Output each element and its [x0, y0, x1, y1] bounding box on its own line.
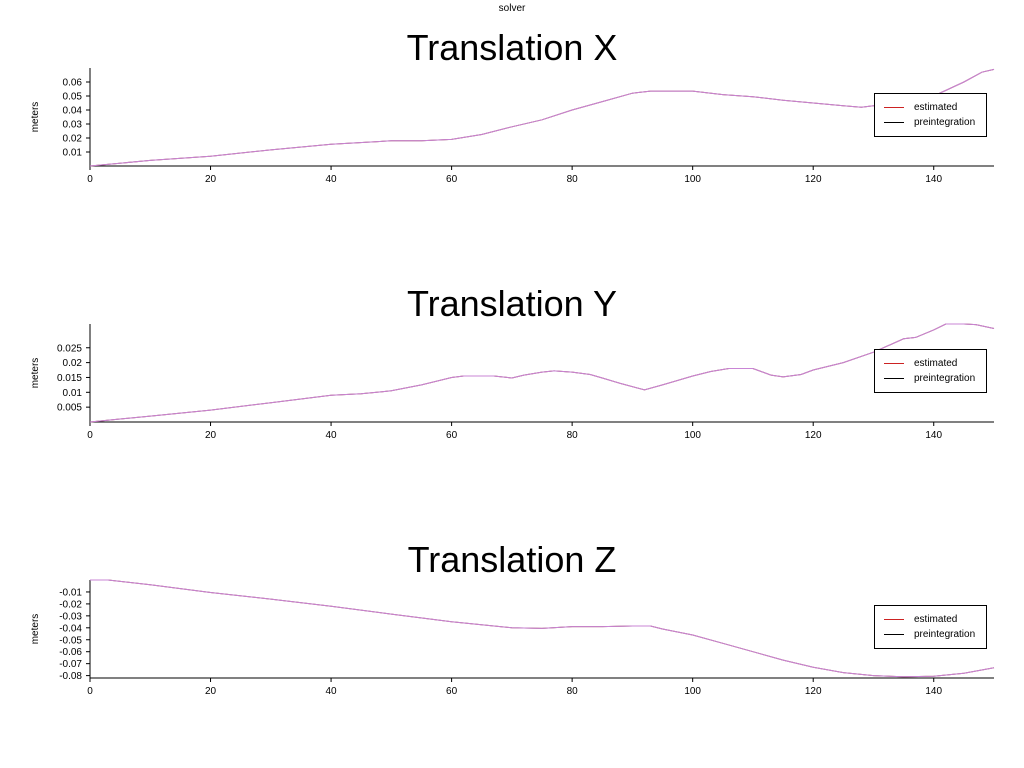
- legend-entry-estimated: estimated: [875, 613, 988, 627]
- x-tick-label: 60: [446, 174, 458, 185]
- series-overlap-line: [90, 579, 995, 678]
- x-tick-label: 120: [805, 686, 822, 697]
- x-tick-label: 100: [684, 686, 701, 697]
- y-tick-label: -0.04: [59, 623, 82, 634]
- legend-entry-preintegration: preintegration: [875, 116, 988, 130]
- x-tick-label: 40: [326, 430, 338, 441]
- legend-label: estimated: [914, 614, 958, 625]
- y-tick-label: -0.07: [59, 659, 82, 670]
- x-tick-label: 80: [567, 430, 579, 441]
- x-tick-label: 100: [684, 430, 701, 441]
- x-tick-label: 140: [925, 686, 942, 697]
- y-tick-label: 0.05: [63, 92, 83, 103]
- legend: estimated preintegration: [874, 93, 987, 137]
- x-tick-label: 20: [205, 430, 217, 441]
- y-tick-label: 0.01: [63, 388, 83, 399]
- legend-entry-estimated: estimated: [875, 357, 988, 371]
- y-tick-label: 0.02: [63, 358, 83, 369]
- y-tick-label: 0.03: [63, 120, 83, 131]
- series-line-preintegration: [89, 68, 995, 167]
- y-tick-label: -0.02: [59, 599, 82, 610]
- y-tick-label: 0.06: [63, 78, 83, 89]
- plot-panel-translation-z: Translation Z 0 20 40 60 80 100 120 140 -0.01 -0.…: [0, 540, 1024, 760]
- series-line-preintegration: [89, 323, 995, 423]
- x-tick-label: 0: [87, 686, 93, 697]
- x-tick-label: 140: [925, 430, 942, 441]
- plot-panel-translation-y: Translation Y 0 20 40 60 80 100 120 140 0.005 0.0…: [0, 284, 1024, 504]
- legend-line-estimated: [884, 363, 904, 364]
- legend-line-estimated: [884, 619, 904, 620]
- x-tick-label: 0: [87, 174, 93, 185]
- plot-panel-translation-x: Translation X 0 20 40 60 80 100 120 140 0.01 0.02…: [0, 28, 1024, 248]
- series-line-estimated: [89, 323, 995, 423]
- x-tick-label: 20: [205, 174, 217, 185]
- x-tick-label: 80: [567, 174, 579, 185]
- y-axis-label: meters: [30, 614, 41, 645]
- x-tick-label: 60: [446, 686, 458, 697]
- y-tick-label: -0.01: [59, 587, 82, 598]
- legend-line-preintegration: [884, 378, 904, 379]
- legend-line-preintegration: [884, 634, 904, 635]
- x-tick-label: 80: [567, 686, 579, 697]
- x-tick-label: 100: [684, 174, 701, 185]
- x-tick-label: 120: [805, 174, 822, 185]
- series-line-estimated: [89, 68, 995, 167]
- x-tick-label: 140: [925, 174, 942, 185]
- legend-entry-estimated: estimated: [875, 101, 988, 115]
- plot-title: Translation Z: [407, 539, 617, 580]
- x-tick-label: 60: [446, 430, 458, 441]
- legend-label: estimated: [914, 358, 958, 369]
- y-tick-label: -0.05: [59, 635, 82, 646]
- y-tick-label: 0.005: [57, 403, 82, 414]
- plot-title: Translation Y: [406, 283, 618, 324]
- legend: estimated preintegration: [874, 349, 987, 393]
- legend-line-preintegration: [884, 122, 904, 123]
- plot-title: Translation X: [406, 27, 618, 68]
- series-overlap-line: [89, 323, 995, 423]
- x-tick-label: 20: [205, 686, 217, 697]
- legend-entry-preintegration: preintegration: [875, 628, 988, 642]
- legend-label: estimated: [914, 102, 958, 113]
- legend: estimated preintegration: [874, 605, 987, 649]
- y-tick-label: 0.015: [57, 373, 82, 384]
- y-tick-label: -0.06: [59, 647, 82, 658]
- x-tick-label: 0: [87, 430, 93, 441]
- x-tick-label: 40: [326, 174, 338, 185]
- series-overlap-line: [89, 68, 995, 167]
- x-tick-label: 40: [326, 686, 338, 697]
- plot-area-translation-z: 0 20 40 60 80 100 120 140-0.01-0.02-0.03-0.04-0…: [30, 579, 995, 697]
- legend-entry-preintegration: preintegration: [875, 372, 988, 386]
- y-tick-label: 0.01: [63, 148, 83, 159]
- window-title: solver: [498, 3, 526, 14]
- y-tick-label: -0.08: [59, 671, 82, 682]
- y-tick-label: 0.025: [57, 343, 82, 354]
- legend-line-estimated: [884, 107, 904, 108]
- y-tick-label: 0.02: [63, 134, 83, 145]
- y-axis-label: meters: [30, 102, 41, 133]
- y-axis-label: meters: [30, 358, 41, 389]
- plot-area-translation-y: 0 20 40 60 80 100 120 140 0.005 0.01 0.015 0.02 0.02…: [30, 323, 995, 441]
- y-tick-label: -0.03: [59, 611, 82, 622]
- x-tick-label: 120: [805, 430, 822, 441]
- y-tick-label: 0.04: [63, 106, 83, 117]
- legend-label: preintegration: [914, 629, 976, 640]
- plot-area-translation-x: 0 20 40 60 80 100 120 140 0.01 0.02 0.03 0.04 0.05 0.…: [30, 68, 995, 185]
- legend-label: preintegration: [914, 373, 976, 384]
- legend-label: preintegration: [914, 117, 976, 128]
